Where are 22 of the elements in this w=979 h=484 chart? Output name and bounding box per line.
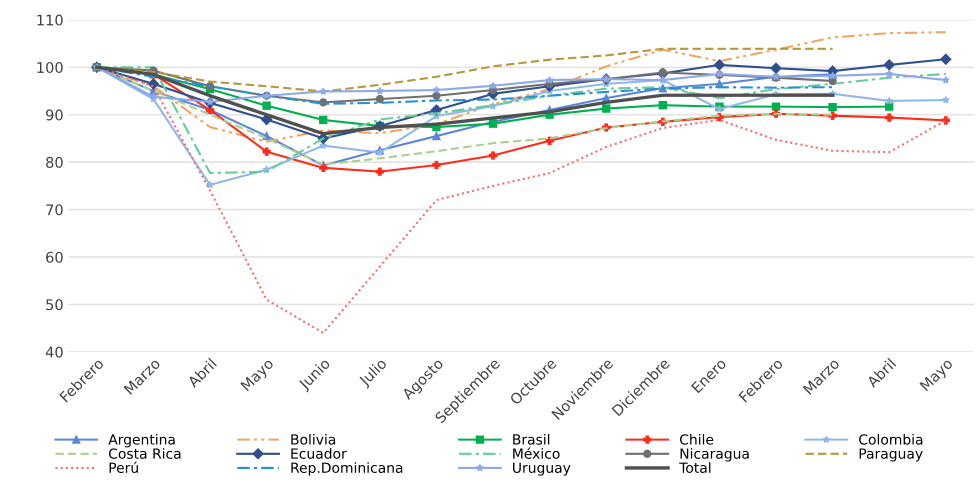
- legend-label: Paraguay: [860, 448, 923, 462]
- y-tick-label: 70: [46, 204, 63, 216]
- legend-label: Brasil: [513, 434, 550, 445]
- legend-label: Costa Rica: [108, 448, 180, 459]
- y-tick-label: 50: [46, 299, 63, 310]
- legend-label: Bolivia: [291, 434, 336, 445]
- legend-label: Chile: [680, 434, 714, 445]
- legend-label: Rep.Dominicana: [291, 462, 402, 476]
- legend-label: México: [513, 448, 560, 459]
- legend-label: Perú: [110, 462, 138, 473]
- y-tick-label: 80: [46, 156, 63, 168]
- legend-label: Uruguay: [513, 462, 570, 476]
- legend-label: Colombia: [859, 434, 922, 445]
- legend-label: Nicaragua: [680, 448, 749, 462]
- legend-label: Ecuador: [291, 448, 347, 459]
- legend-label: Total: [679, 462, 710, 473]
- y-tick-label: 100: [37, 62, 63, 74]
- legend-label: Argentina: [108, 434, 175, 448]
- y-tick-label: 110: [37, 14, 63, 26]
- y-tick-label: 90: [46, 109, 63, 120]
- y-tick-label: 60: [46, 252, 63, 263]
- y-tick-label: 40: [46, 346, 63, 358]
